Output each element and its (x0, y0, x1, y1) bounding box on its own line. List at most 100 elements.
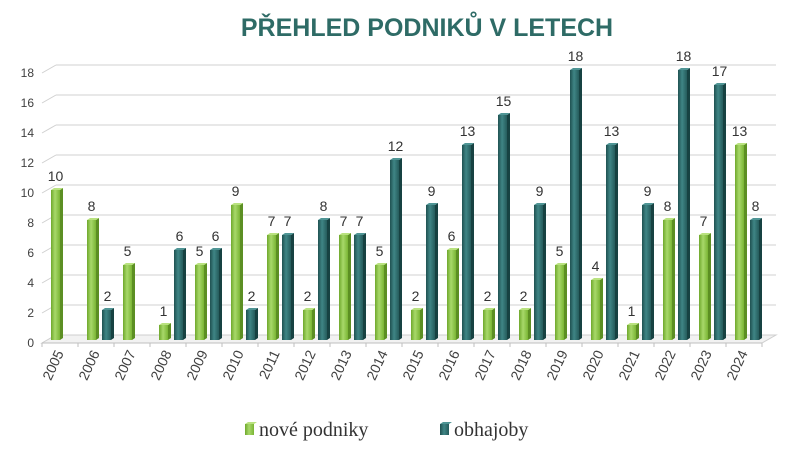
data-label: 9 (428, 183, 436, 199)
bar-side (543, 203, 546, 340)
bar-top (426, 203, 438, 205)
bar-side (708, 233, 711, 340)
bar-front (375, 265, 384, 340)
x-tick-label: 2008 (147, 347, 175, 382)
bar-top (195, 263, 207, 265)
bar-top (534, 203, 546, 205)
legend-label: obhajoby (454, 419, 528, 441)
bar-obhajoby-2011 (282, 233, 294, 340)
bar-top (750, 218, 762, 220)
bar-side (60, 188, 63, 340)
bar-side (528, 308, 531, 340)
bar-side (384, 263, 387, 340)
bar-front (642, 205, 651, 340)
bar-side (435, 203, 438, 340)
bar-front (699, 235, 708, 340)
bar-obhajoby-2013 (354, 233, 366, 340)
y-tick-label: 14 (21, 126, 35, 140)
bar-nove-podniky-2019 (555, 263, 567, 340)
data-label: 4 (592, 258, 600, 274)
data-label: 8 (320, 198, 328, 214)
bar-top (318, 218, 330, 220)
bar-side (183, 248, 186, 340)
data-label: 15 (496, 93, 512, 109)
bar-top (102, 308, 114, 310)
data-label: 5 (556, 243, 564, 259)
data-label: 12 (388, 138, 404, 154)
bar-side (723, 83, 726, 340)
bar-side (564, 263, 567, 340)
bar-front (519, 310, 528, 340)
y-axis: 0 2 4 6 8 10 12 14 16 18 (21, 66, 35, 350)
bar-nove-podniky-2010 (231, 203, 243, 340)
bar-front (555, 265, 564, 340)
legend-label: nové podniky (259, 419, 368, 441)
bar-top (267, 233, 279, 235)
bar-front (195, 265, 204, 340)
data-label: 5 (124, 243, 132, 259)
bar-nove-podniky-2018 (519, 308, 531, 340)
gridline-depth-14 (41, 124, 57, 134)
bar-nove-podniky-2013 (339, 233, 351, 340)
bar-front (210, 250, 219, 340)
bar-nove-podniky-2009 (195, 263, 207, 340)
bar-side (111, 308, 114, 340)
legend-swatch (440, 424, 449, 435)
bar-nove-podniky-2023 (699, 233, 711, 340)
bar-front (627, 325, 636, 340)
bar-top (591, 278, 603, 280)
data-label: 2 (248, 288, 256, 304)
data-label: 13 (732, 123, 748, 139)
bar-nove-podniky-2012 (303, 308, 315, 340)
bar-top (246, 308, 258, 310)
data-label: 7 (268, 213, 276, 229)
data-label: 13 (460, 123, 476, 139)
x-tick-label: 2021 (615, 347, 643, 382)
bar-side (600, 278, 603, 340)
bar-side (471, 143, 474, 340)
bar-front (159, 325, 168, 340)
x-tick-label: 2017 (471, 347, 499, 382)
bar-top (339, 233, 351, 235)
bar-top (699, 233, 711, 235)
data-label: 8 (664, 198, 672, 214)
bar-top (606, 143, 618, 145)
bar-front (534, 205, 543, 340)
bar-obhajoby-2006 (102, 308, 114, 340)
chart-title: PŘEHLED PODNIKŮ V LETECH (241, 10, 613, 42)
y-tick-label: 6 (27, 246, 34, 260)
x-tick-label: 2014 (363, 347, 391, 382)
bar-top (210, 248, 222, 250)
bar-top (231, 203, 243, 205)
bar-side (651, 203, 654, 340)
bar-side (312, 308, 315, 340)
bar-top (354, 233, 366, 235)
bar-top (678, 68, 690, 70)
bar-obhajoby-2015 (426, 203, 438, 340)
bar-front (354, 235, 363, 340)
bar-side (759, 218, 762, 340)
bar-front (282, 235, 291, 340)
bar-top (87, 218, 99, 220)
bar-top (627, 323, 639, 325)
bar-obhajoby-2021 (642, 203, 654, 340)
bar-front (411, 310, 420, 340)
x-tick-label: 2009 (183, 347, 211, 382)
bar-top (447, 248, 459, 250)
bar-top (735, 143, 747, 145)
bar-nove-podniky-2017 (483, 308, 495, 340)
y-tick-label: 18 (21, 66, 35, 80)
bar-front (339, 235, 348, 340)
data-label: 5 (196, 243, 204, 259)
data-label: 6 (176, 228, 184, 244)
y-tick-label: 10 (21, 186, 35, 200)
bar-front (678, 70, 687, 340)
bar-side (240, 203, 243, 340)
bar-side (327, 218, 330, 340)
bar-side (507, 113, 510, 340)
bar-obhajoby-2019 (570, 68, 582, 340)
bar-side (132, 263, 135, 340)
bar-side (399, 158, 402, 340)
bar-top (519, 308, 531, 310)
